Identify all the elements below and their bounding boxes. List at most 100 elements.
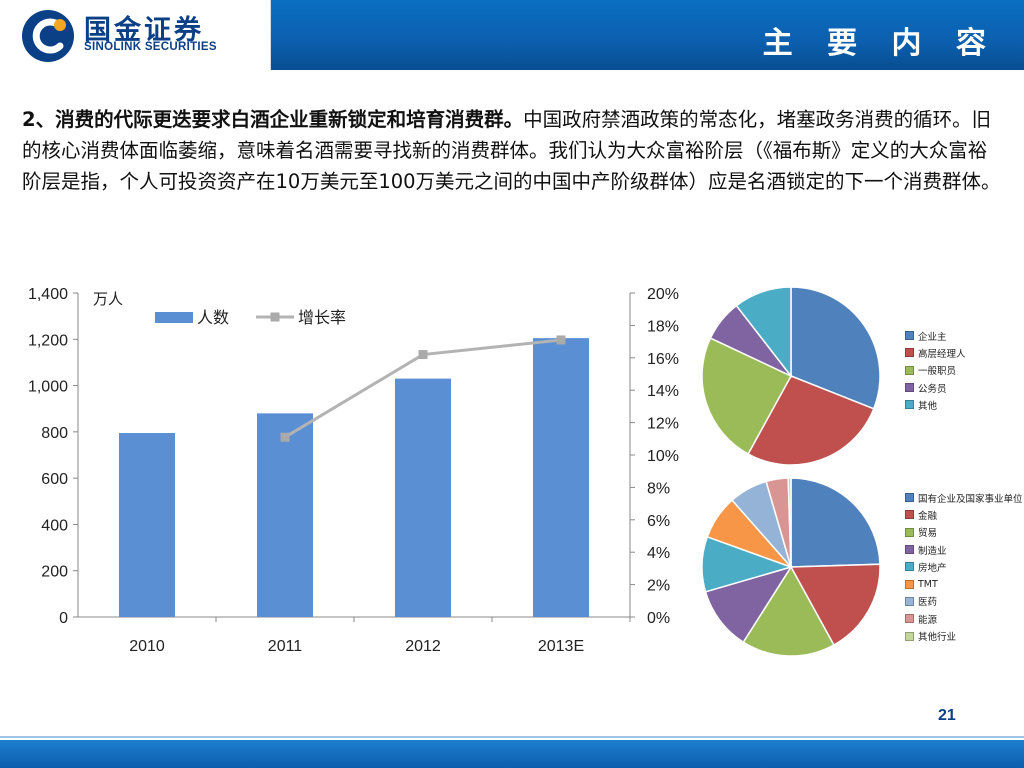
right-tick-label: 16% [647, 351, 679, 368]
legend-label: 房地产 [918, 562, 947, 574]
legend-swatch [905, 493, 914, 503]
legend-label: 医药 [918, 597, 938, 609]
right-tick-label: 14% [647, 383, 679, 400]
logo-text-en: SINOLINK SECURITIES [84, 41, 217, 53]
right-tick-label: 8% [647, 480, 670, 497]
left-tick-label: 400 [41, 517, 68, 534]
legend-item: 制造业 [905, 541, 1023, 558]
growth-rate-point [280, 432, 290, 442]
pie-slice-0 [790, 286, 881, 410]
right-tick-label: 18% [647, 318, 679, 335]
legend-swatch [905, 510, 914, 520]
legend-swatch [905, 527, 914, 537]
industry-pie-legend: 国有企业及国家事业单位 金融贸易制造业房地产 TMT 医药能源其他行业 [905, 489, 1023, 645]
right-tick-label: 20% [647, 286, 679, 303]
legend-item: 能源 [905, 610, 1023, 627]
header-bar: 国金证券 SINOLINK SECURITIES 主 要 内 容 [0, 0, 1024, 70]
pie-slice-1 [789, 563, 881, 647]
population-growth-chart: 0 200 400 600 800 1,000 1,200 1,400 0% 2% 4% 6% 8% 10… [28, 286, 679, 655]
paragraph-text: 中国政府禁酒政策的常态化，堵塞政务消费的循环。旧的核心消费体面临萎缩，意味着名酒… [22, 108, 1001, 193]
legend-item: 高层经理人 [905, 344, 966, 361]
growth-rate-point [556, 335, 566, 345]
pie-slice-0 [790, 477, 881, 568]
bar-2011 [257, 413, 313, 617]
legend-item: 贸易 [905, 524, 1023, 541]
left-tick-label: 1,200 [28, 332, 68, 349]
left-tick-label: 0 [59, 610, 68, 627]
sinolink-logo-icon [22, 10, 74, 62]
right-tick-label: 4% [647, 545, 670, 562]
legend-swatch [905, 383, 914, 393]
legend-swatch [905, 400, 914, 410]
legend-item: 其他 [905, 396, 966, 413]
legend-label: 一般职员 [918, 366, 957, 378]
legend-swatch [905, 562, 914, 572]
left-tick-label: 600 [41, 471, 68, 488]
bar-2013E [533, 338, 589, 617]
left-tick-label: 1,000 [28, 379, 68, 396]
right-tick-label: 0% [647, 610, 670, 627]
x-tick-label: 2013E [538, 638, 584, 655]
bar-2012 [395, 378, 451, 617]
occupation-pie-chart [701, 286, 881, 466]
right-tick-label: 10% [647, 448, 679, 465]
legend-item: 医药 [905, 593, 1023, 610]
legend-item: 一般职员 [905, 362, 966, 379]
page-number: 21 [938, 707, 956, 724]
legend-label: 制造业 [918, 545, 947, 557]
legend-label: 其他 [918, 400, 938, 412]
legend-label: 能源 [918, 614, 938, 626]
legend-swatch [905, 579, 914, 589]
legend-label: 其他行业 [918, 632, 957, 644]
legend-swatch [905, 596, 914, 606]
legend-item: 其他行业 [905, 627, 1023, 644]
footer-bar [0, 740, 1024, 768]
x-tick-label: 2011 [268, 638, 303, 655]
legend-swatch [905, 545, 914, 555]
left-tick-label: 200 [41, 564, 68, 581]
right-tick-label: 12% [647, 416, 679, 433]
pie-slice-8 [787, 477, 792, 568]
pie-slice-2 [742, 565, 835, 657]
left-tick-label: 1,400 [28, 286, 68, 303]
legend-item: 房地产 [905, 558, 1023, 575]
legend-swatch [905, 614, 914, 624]
legend-item: 公务员 [905, 379, 966, 396]
legend-label: 金融 [918, 510, 938, 522]
x-tick-label: 2010 [129, 638, 165, 655]
pie-slice-4 [735, 286, 792, 379]
legend-label: 高层经理人 [918, 348, 966, 360]
legend-swatch [905, 631, 914, 641]
legend-swatch [905, 365, 914, 375]
occupation-pie-legend: 企业主高层经理人一般职员公务员其他 [905, 327, 966, 413]
legend-label: 国有企业及国家事业单位 [918, 493, 1023, 505]
body-paragraph: 2、消费的代际更迭要求白酒企业重新锁定和培育消费群。中国政府禁酒政策的常态化，堵… [22, 104, 1002, 197]
right-tick-label: 2% [647, 578, 670, 595]
footer-divider [0, 736, 1024, 738]
legend-label: 企业主 [918, 331, 947, 343]
bar-2010 [119, 433, 175, 617]
legend-item: TMT [905, 575, 1023, 592]
legend-bar-swatch [155, 312, 193, 323]
legend-item: 企业主 [905, 327, 966, 344]
logo-text-cn: 国金证券 [84, 15, 204, 46]
legend-label: 公务员 [918, 383, 947, 395]
industry-pie-chart [701, 477, 881, 657]
pie-slice-2 [701, 337, 793, 456]
page-title: 主 要 内 容 [762, 26, 998, 61]
legend-swatch [905, 348, 914, 358]
legend-line-label: 增长率 [298, 308, 346, 327]
logo: 国金证券 SINOLINK SECURITIES [0, 0, 271, 70]
x-tick-label: 2012 [405, 638, 441, 655]
charts-container: 0 200 400 600 800 1,000 1,200 1,400 0% 2% 4% 6% 8% 10… [28, 286, 881, 657]
y-unit-label: 万人 [93, 290, 123, 308]
legend-label: 贸易 [918, 528, 938, 540]
left-tick-label: 800 [41, 425, 68, 442]
legend-swatch [905, 331, 914, 341]
legend-item: 金融 [905, 506, 1023, 523]
legend-label: TMT [918, 578, 938, 590]
paragraph-heading: 2、消费的代际更迭要求白酒企业重新锁定和培育消费群。 [22, 108, 524, 131]
legend-bar-label: 人数 [197, 308, 229, 327]
growth-rate-point [418, 350, 428, 360]
right-tick-label: 6% [647, 513, 670, 530]
